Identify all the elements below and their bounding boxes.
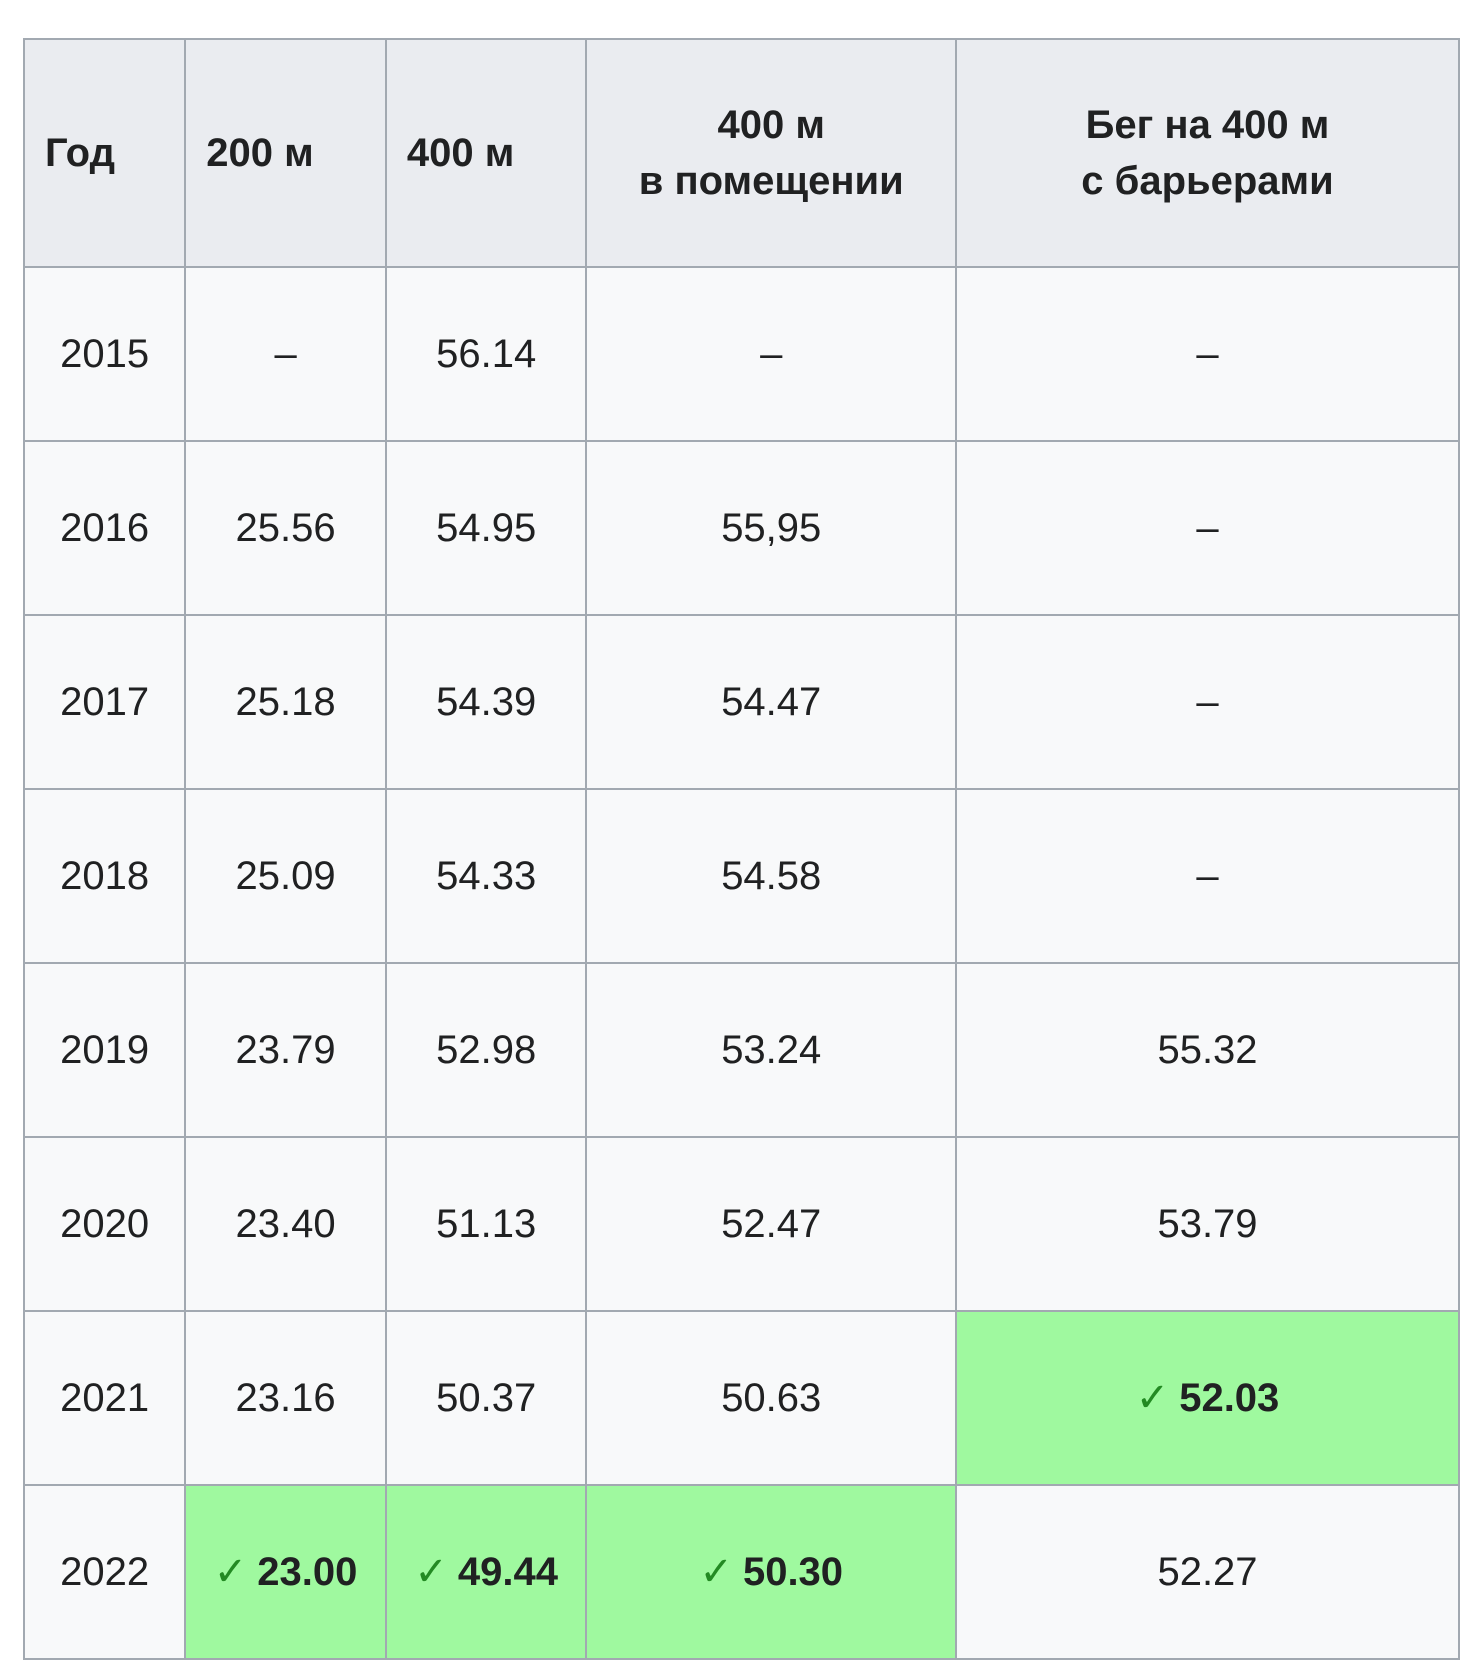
400m-hurdles-best-cell: ✓ 52.03	[955, 1310, 1460, 1486]
best-value: 52.03	[1179, 1376, 1280, 1420]
header-400m-indoor-line1: 400 м	[717, 103, 825, 147]
year-cell: 2016	[22, 440, 187, 616]
header-400m-hurdles: Бег на 400 м с барьерами	[955, 38, 1460, 268]
year-cell: 2020	[22, 1136, 187, 1312]
400m-cell: 56.14	[384, 266, 588, 442]
400m-indoor-cell: 52.47	[585, 1136, 958, 1312]
header-200m: 200 м	[184, 38, 387, 268]
table-row: 2020 23.40 51.13 52.47 53.79	[22, 1136, 1460, 1312]
400m-indoor-cell: –	[585, 266, 958, 442]
400m-cell: 54.39	[384, 614, 588, 790]
400m-best-cell: ✓ 49.44	[384, 1484, 588, 1660]
400m-indoor-best-cell: ✓ 50.30	[585, 1484, 958, 1660]
400m-hurdles-cell: –	[955, 266, 1460, 442]
table-row: 2015 – 56.14 – –	[22, 266, 1460, 442]
best-value: 50.30	[742, 1550, 844, 1594]
year-cell: 2019	[22, 962, 187, 1138]
200m-cell: 25.18	[184, 614, 387, 790]
400m-hurdles-cell: –	[955, 440, 1460, 616]
table-row: 2021 23.16 50.37 50.63 ✓ 52.03	[22, 1310, 1460, 1486]
season-best-table: Год 200 м 400 м 400 м в помещении Бег на…	[22, 38, 1460, 1660]
400m-cell: 50.37	[384, 1310, 588, 1486]
table-row: 2017 25.18 54.39 54.47 –	[22, 614, 1460, 790]
400m-cell: 51.13	[384, 1136, 588, 1312]
year-cell: 2018	[22, 788, 187, 964]
check-icon: ✓	[414, 1549, 448, 1595]
400m-indoor-cell: 54.58	[585, 788, 958, 964]
400m-cell: 54.95	[384, 440, 588, 616]
200m-cell: 25.56	[184, 440, 387, 616]
200m-cell: 23.40	[184, 1136, 387, 1312]
check-icon: ✓	[1135, 1375, 1170, 1421]
year-cell: 2021	[22, 1310, 187, 1486]
best-value: 49.44	[457, 1550, 558, 1594]
check-icon: ✓	[699, 1549, 733, 1595]
table-row: 2022 ✓ 23.00 ✓ 49.44 ✓ 50.30 52.27	[22, 1484, 1460, 1660]
400m-indoor-cell: 55,95	[585, 440, 958, 616]
400m-indoor-cell: 50.63	[585, 1310, 958, 1486]
400m-indoor-cell: 53.24	[585, 962, 958, 1138]
400m-cell: 52.98	[384, 962, 588, 1138]
results-table-wrapper: Год 200 м 400 м 400 м в помещении Бег на…	[22, 38, 1460, 1660]
200m-cell: –	[184, 266, 387, 442]
400m-hurdles-cell: 52.27	[955, 1484, 1460, 1660]
400m-hurdles-cell: –	[955, 614, 1460, 790]
200m-cell: 23.79	[184, 962, 387, 1138]
400m-hurdles-cell: –	[955, 788, 1460, 964]
400m-cell: 54.33	[384, 788, 588, 964]
header-400m-hurdles-line1: Бег на 400 м	[1085, 103, 1330, 147]
200m-best-cell: ✓ 23.00	[184, 1484, 387, 1660]
year-cell: 2015	[22, 266, 187, 442]
year-cell: 2017	[22, 614, 187, 790]
400m-indoor-cell: 54.47	[585, 614, 958, 790]
header-400m: 400 м	[384, 38, 588, 268]
200m-cell: 25.09	[184, 788, 387, 964]
400m-hurdles-cell: 55.32	[955, 962, 1460, 1138]
header-row: Год 200 м 400 м 400 м в помещении Бег на…	[22, 38, 1460, 268]
200m-cell: 23.16	[184, 1310, 387, 1486]
table-row: 2019 23.79 52.98 53.24 55.32	[22, 962, 1460, 1138]
header-400m-hurdles-line2: с барьерами	[1081, 159, 1334, 203]
year-cell: 2022	[22, 1484, 187, 1660]
400m-hurdles-cell: 53.79	[955, 1136, 1460, 1312]
header-400m-indoor-line2: в помещении	[638, 159, 904, 203]
table-row: 2016 25.56 54.95 55,95 –	[22, 440, 1460, 616]
check-icon: ✓	[213, 1549, 248, 1595]
best-value: 23.00	[257, 1550, 358, 1594]
header-400m-indoor: 400 м в помещении	[585, 38, 958, 268]
header-year: Год	[22, 38, 187, 268]
table-row: 2018 25.09 54.33 54.58 –	[22, 788, 1460, 964]
